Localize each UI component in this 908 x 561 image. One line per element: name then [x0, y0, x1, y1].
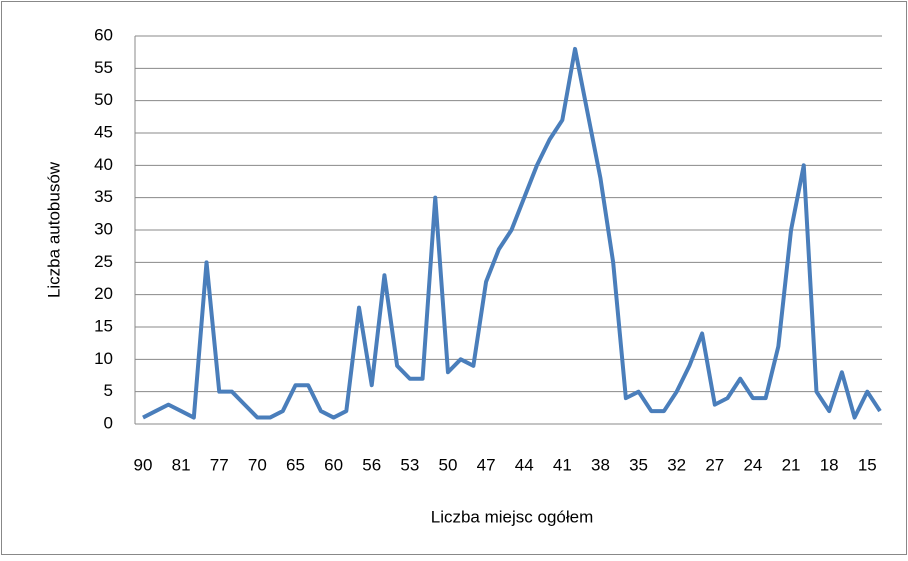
x-tick-label: 60	[324, 455, 343, 474]
x-tick-label: 53	[400, 455, 419, 474]
x-tick-label: 32	[667, 455, 686, 474]
y-tick-label: 15	[94, 316, 113, 335]
y-tick-label: 60	[94, 25, 113, 44]
x-tick-label: 81	[172, 455, 191, 474]
x-tick-label: 21	[782, 455, 801, 474]
x-tick-label: 90	[134, 455, 153, 474]
y-tick-label: 10	[94, 349, 113, 368]
x-tick-label: 44	[515, 455, 534, 474]
y-tick-label: 25	[94, 252, 113, 271]
x-tick-label: 70	[248, 455, 267, 474]
x-tick-label: 15	[858, 455, 877, 474]
x-tick-label: 65	[286, 455, 305, 474]
x-tick-label: 38	[591, 455, 610, 474]
y-tick-label: 0	[104, 413, 113, 432]
x-tick-label: 56	[362, 455, 381, 474]
y-tick-label: 35	[94, 187, 113, 206]
x-tick-label: 27	[705, 455, 724, 474]
data-line	[142, 46, 882, 420]
y-tick-label: 30	[94, 219, 113, 238]
y-tick-label: 50	[94, 90, 113, 109]
x-tick-label: 41	[553, 455, 572, 474]
y-tick-label: 55	[94, 58, 113, 77]
x-tick-label: 18	[820, 455, 839, 474]
x-tick-label: 24	[743, 455, 762, 474]
x-tick-label: 47	[477, 455, 496, 474]
x-tick-label: 77	[210, 455, 229, 474]
y-tick-label: 40	[94, 155, 113, 174]
x-tick-label: 35	[629, 455, 648, 474]
x-tick-label: 50	[439, 455, 458, 474]
y-tick-label: 20	[94, 284, 113, 303]
y-axis-title: Liczba autobusów	[44, 161, 63, 298]
y-tick-label: 45	[94, 122, 113, 141]
x-axis-title: Liczba miejsc ogółem	[431, 507, 594, 526]
y-tick-label: 5	[104, 381, 113, 400]
